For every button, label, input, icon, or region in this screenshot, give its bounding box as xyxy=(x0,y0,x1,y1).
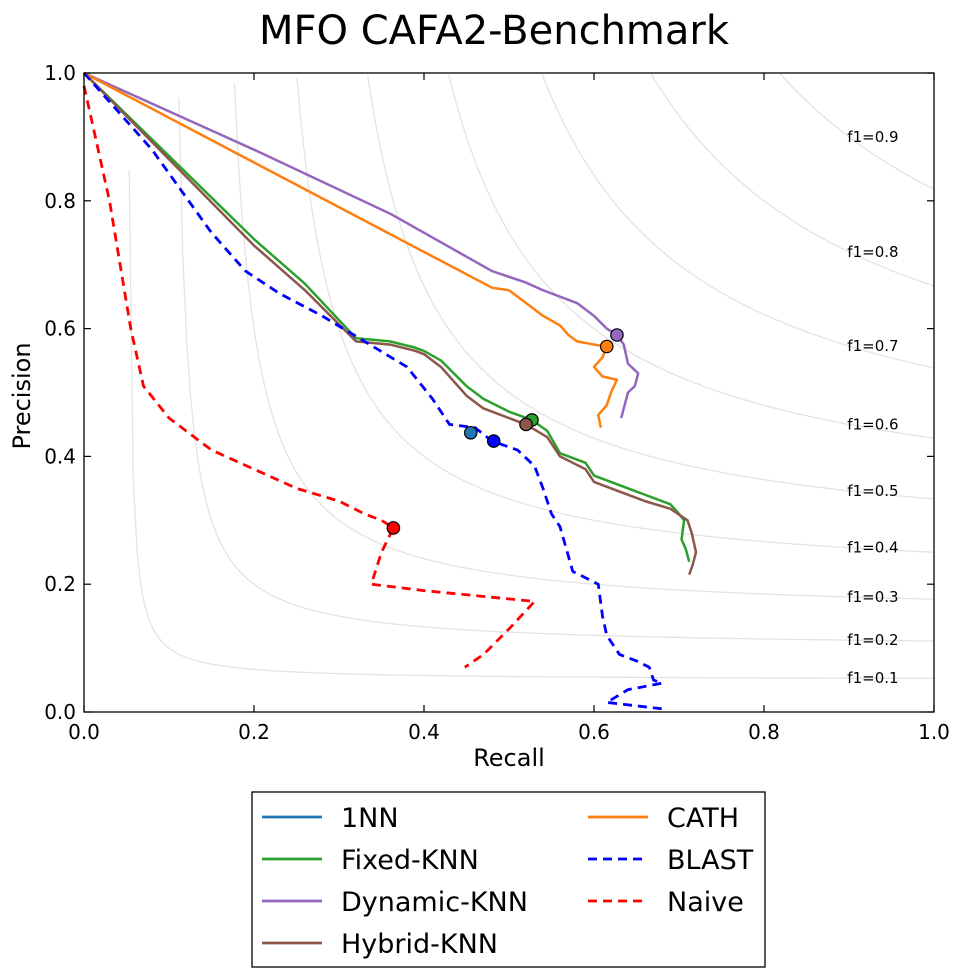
legend-label: BLAST xyxy=(667,845,754,876)
series-line-blast xyxy=(82,72,664,711)
plot-frame xyxy=(83,72,935,713)
marker-cath xyxy=(599,339,614,354)
x-tick-label: 0.0 xyxy=(68,720,100,744)
y-tick-label: 0.4 xyxy=(44,444,76,468)
marker-dynamic-knn xyxy=(610,328,624,342)
y-tick-label: 0.0 xyxy=(44,700,76,724)
legend-label: Hybrid-KNN xyxy=(341,929,498,960)
iso-f1-curves: f1=0.1 f1=0.2 f1=0.3 f1=0.4 f1=0.5 f1=0.6 f1=0… xyxy=(128,73,935,687)
iso-f1-label: f1=0.2 xyxy=(847,631,898,649)
legend: 1NN Fixed-KNN Dynamic-KNN Hybrid-KNN CATH BLA… xyxy=(251,791,766,968)
series-line-cath xyxy=(83,71,619,428)
x-axis-label: Recall xyxy=(473,744,545,772)
y-tick-label: 0.8 xyxy=(44,189,76,213)
iso-f1-curve xyxy=(128,169,935,680)
x-tick-label: 0.2 xyxy=(238,720,270,744)
series-line-hybrid-knn xyxy=(83,72,698,576)
iso-f1-curve xyxy=(233,83,935,600)
marker-hybrid-knn xyxy=(519,417,533,432)
iso-f1-label: f1=0.1 xyxy=(847,669,898,687)
legend-box xyxy=(251,791,766,968)
series-lines xyxy=(82,71,698,711)
iso-f1-curve xyxy=(650,73,935,287)
legend-label: CATH xyxy=(667,803,739,834)
iso-f1-curve xyxy=(178,97,935,642)
y-tick-label: 0.2 xyxy=(44,572,76,596)
x-tick-label: 0.4 xyxy=(408,720,440,744)
iso-f1-curve xyxy=(296,78,935,553)
iso-f1-curve xyxy=(367,75,935,500)
marker-naive xyxy=(386,521,401,535)
y-tick-label: 1.0 xyxy=(44,61,76,85)
iso-f1-label: f1=0.9 xyxy=(847,128,898,146)
y-tick-label: 0.6 xyxy=(44,317,76,341)
series-line-fixed-knn xyxy=(83,72,691,563)
iso-f1-label: f1=0.5 xyxy=(847,482,898,500)
legend-label: 1NN xyxy=(341,803,399,834)
series-line-dynamic-knn xyxy=(83,71,640,419)
axis-ticks: 0.0 0.2 0.4 0.6 0.8 1.0 0.0 0.2 0.4 0.6 0.8 1.0 xyxy=(44,61,950,744)
legend-label: Dynamic-KNN xyxy=(341,887,528,918)
iso-f1-label: f1=0.8 xyxy=(847,243,898,261)
iso-f1-curve xyxy=(779,73,935,190)
iso-f1-label: f1=0.7 xyxy=(847,337,898,355)
iso-f1-label: f1=0.6 xyxy=(847,415,898,433)
iso-f1-label: f1=0.4 xyxy=(847,539,898,557)
chart-title: MFO CAFA2-Benchmark xyxy=(259,8,730,54)
legend-label: Fixed-KNN xyxy=(341,845,479,876)
x-tick-label: 1.0 xyxy=(918,720,950,744)
y-axis-label: Precision xyxy=(8,342,36,449)
marker-1nn xyxy=(463,425,478,440)
iso-f1-curve xyxy=(448,74,935,439)
marker-blast xyxy=(486,434,501,448)
x-tick-label: 0.6 xyxy=(578,720,610,744)
iso-f1-curve xyxy=(541,73,935,369)
x-tick-label: 0.8 xyxy=(748,720,780,744)
iso-f1-label: f1=0.3 xyxy=(847,588,898,606)
operating-point-markers xyxy=(386,328,624,535)
series-line-naive xyxy=(82,85,536,669)
legend-label: Naive xyxy=(667,887,744,918)
